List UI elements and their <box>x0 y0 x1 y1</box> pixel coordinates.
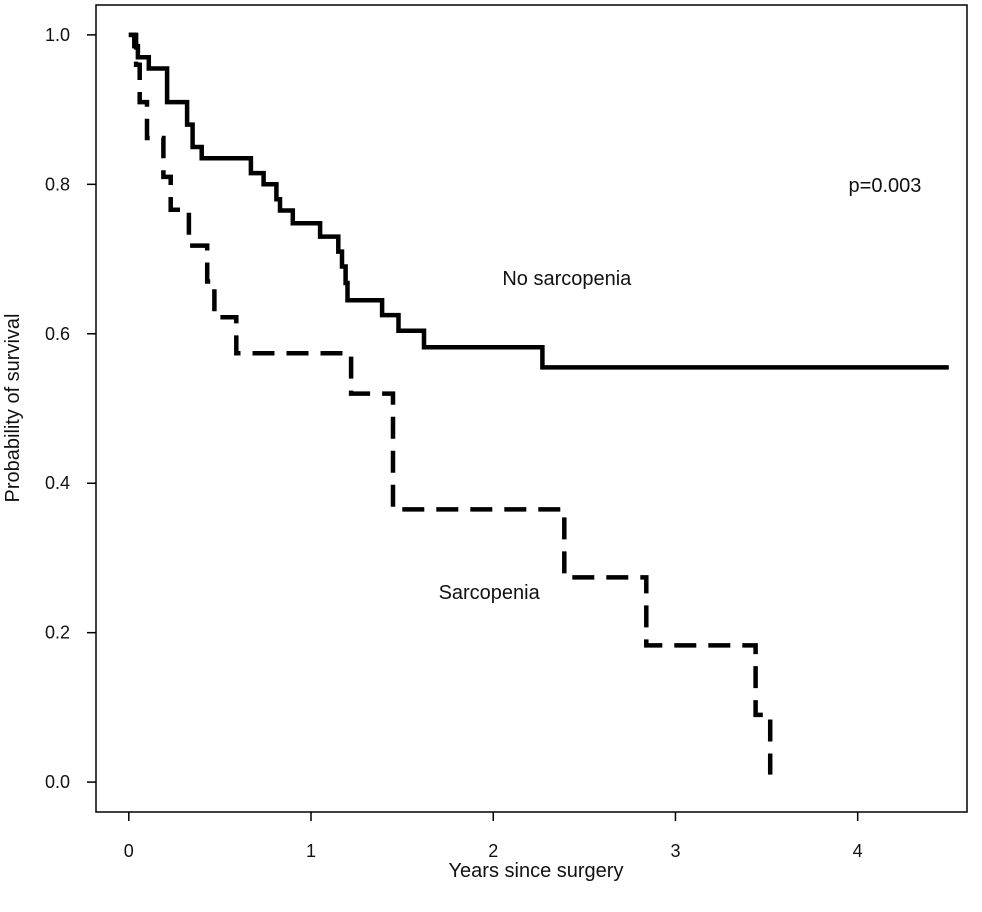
x-tick-label: 3 <box>670 841 680 861</box>
x-axis-title: Years since surgery <box>449 860 624 882</box>
x-tick-label: 2 <box>488 841 498 861</box>
series-layer <box>128 32 949 775</box>
x-tick-label: 4 <box>853 841 863 861</box>
plot-frame <box>95 4 968 813</box>
y-tick-label: 0.2 <box>45 623 70 643</box>
y-tick-label: 1.0 <box>45 25 70 45</box>
label-no-sarcopenia: No sarcopenia <box>502 268 632 290</box>
label-sarcopenia: Sarcopenia <box>439 582 541 604</box>
annotation-layer: p=0.003 No sarcopenia Sarcopenia <box>439 175 922 604</box>
pvalue: p=0.003 <box>849 175 922 197</box>
sarcopenia-curve <box>128 32 773 775</box>
x-tick-label: 1 <box>306 841 316 861</box>
x-tick-label: 0 <box>124 841 134 861</box>
no-sarcopenia-curve <box>128 32 949 370</box>
y-axis-title: Probability of survival <box>2 314 24 503</box>
x-axis: 0 1 2 3 4 <box>124 812 863 861</box>
y-tick-label: 0.6 <box>45 324 70 344</box>
y-tick-label: 0.0 <box>45 772 70 792</box>
y-tick-label: 0.4 <box>45 473 70 493</box>
y-tick-label: 0.8 <box>45 174 70 194</box>
y-axis: 0.0 0.2 0.4 0.6 0.8 1.0 <box>45 25 96 792</box>
